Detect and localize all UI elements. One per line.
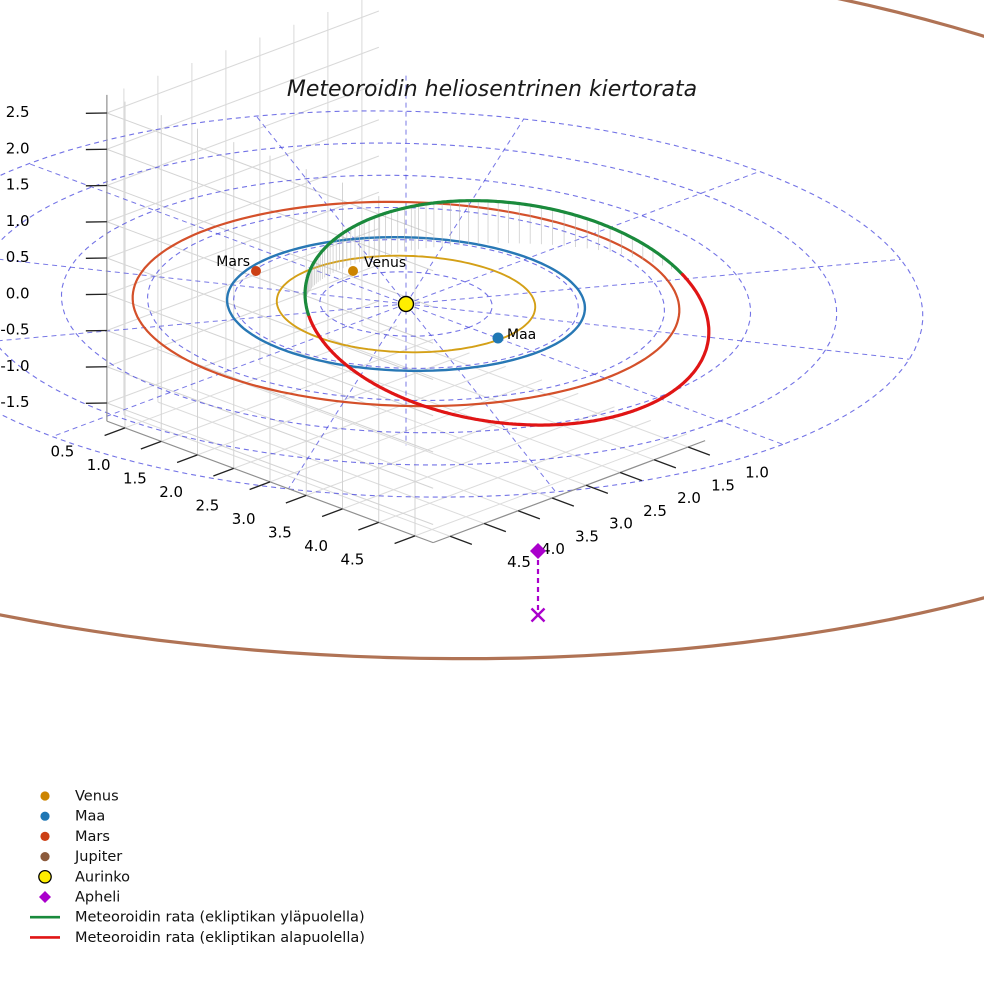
axis-tick-label: 4.0 <box>541 540 565 558</box>
axis-tick-label: 4.5 <box>341 550 365 568</box>
axis-tick-labels: 0.5 1.0 1.5 2.0 2.5 3.0 3.5 4.0 4.5 1.0 1.5 2.0 2.5 3… <box>0 103 769 571</box>
axis-tick-label: 2.0 <box>159 483 183 501</box>
legend-label: Meteoroidin rata (ekliptikan yläpuolella… <box>75 910 365 926</box>
axis-tick-marks <box>85 112 711 545</box>
axis-tick-label: 0.5 <box>51 442 75 460</box>
venus-label: Venus <box>364 255 406 271</box>
axis-tick-label: 1.5 <box>6 176 30 194</box>
axis-tick-label: 2.5 <box>643 502 667 520</box>
axis-tick-label: 4.5 <box>507 553 531 571</box>
axis-tick-label: 2.0 <box>6 139 30 157</box>
mars-label: Mars <box>216 254 250 270</box>
axis-tick-label: -1.0 <box>0 357 29 375</box>
chart-title: Meteoroidin heliosentrinen kiertorata <box>287 77 697 102</box>
legend-label: Venus <box>75 789 119 805</box>
polar-grid <box>0 75 924 498</box>
sun-marker <box>397 295 415 313</box>
legend-label: Meteoroidin rata (ekliptikan alapuolella… <box>75 930 365 946</box>
axis-tick-label: 3.0 <box>232 510 256 528</box>
axis-tick-label: 1.5 <box>711 476 735 494</box>
legend-marker-aurinko <box>38 869 52 884</box>
axis-tick-label: -0.5 <box>0 321 29 339</box>
celestial-body-markers: Venus Maa Mars <box>216 254 546 559</box>
orbit-stem-lines <box>304 200 672 312</box>
axis-tick-label: 2.5 <box>6 103 30 121</box>
legend-marker-venus <box>40 791 50 801</box>
axis-tick-label: 3.5 <box>575 527 599 545</box>
box-gridlines <box>106 0 689 537</box>
legend-marker-apheli <box>39 891 51 903</box>
meteoroid-orbit <box>303 199 711 427</box>
legend-label: Maa <box>75 809 105 825</box>
axis-tick-label: 1.0 <box>87 456 111 474</box>
maa-marker <box>492 332 504 344</box>
axis-tick-label: 1.0 <box>745 464 769 482</box>
legend-marker-maa <box>40 811 50 821</box>
apheli-drop-line <box>530 551 546 623</box>
axis-tick-label: 0.0 <box>6 284 30 302</box>
venus-marker <box>348 266 358 276</box>
legend-marker-mars <box>40 831 50 842</box>
legend-label: Apheli <box>75 890 120 906</box>
axis-tick-label: -1.5 <box>0 393 29 411</box>
axis-tick-label: 2.5 <box>196 496 220 514</box>
axis-tick-label: 1.0 <box>6 212 30 230</box>
axis-tick-label: 1.5 <box>123 469 147 487</box>
legend-marker-jupiter <box>40 852 50 862</box>
maa-label: Maa <box>507 327 536 343</box>
axis-tick-label: 3.0 <box>609 515 633 533</box>
axis-tick-label: 2.0 <box>677 489 701 507</box>
legend: Venus Maa Mars Jupiter Aurinko Apheli Meteoroi… <box>30 789 365 946</box>
legend-label: Jupiter <box>74 849 122 865</box>
legend-label: Aurinko <box>75 869 130 885</box>
mars-marker <box>251 266 261 276</box>
axis-tick-label: 3.5 <box>268 523 292 541</box>
axis-tick-label: 4.0 <box>304 537 328 555</box>
legend-label: Mars <box>75 829 110 845</box>
axis-tick-label: 0.5 <box>6 248 30 266</box>
apheli-marker <box>530 543 546 559</box>
